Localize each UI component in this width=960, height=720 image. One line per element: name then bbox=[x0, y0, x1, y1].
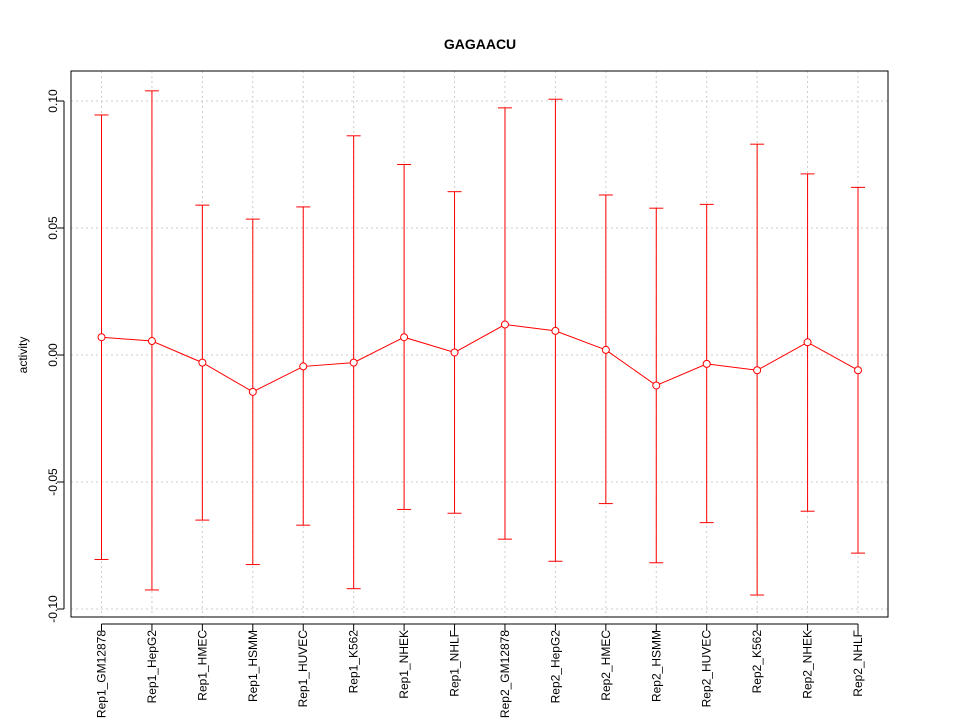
data-point bbox=[349, 358, 358, 367]
x-tick-label: Rep1_NHEK bbox=[397, 630, 411, 699]
x-tick-label: Rep2_NHLF bbox=[851, 630, 865, 697]
x-tick-label: Rep1_HUVEC bbox=[296, 630, 310, 708]
x-tick-label: Rep2_HUVEC bbox=[700, 630, 714, 708]
series-line bbox=[101, 324, 859, 393]
data-point bbox=[803, 338, 812, 347]
x-tick-label: Rep1_K562 bbox=[347, 630, 361, 694]
data-point bbox=[500, 320, 509, 329]
data-point bbox=[400, 333, 409, 342]
chart-title: GAGAACU bbox=[444, 36, 516, 52]
data-point bbox=[753, 366, 762, 375]
data-point bbox=[854, 366, 862, 375]
data-point bbox=[299, 362, 308, 371]
series bbox=[97, 320, 862, 396]
y-axis-label: activity bbox=[16, 337, 30, 374]
x-tick-label: Rep2_HepG2 bbox=[548, 630, 562, 704]
axes: -0.10 -0.05 0.00 0.05 0.10 Rep1_GM12878 Rep1_H… bbox=[46, 89, 865, 718]
x-tick-label: Rep2_HMEC bbox=[599, 630, 613, 701]
data-point bbox=[198, 358, 207, 367]
grid bbox=[71, 71, 888, 617]
data-point bbox=[450, 348, 459, 357]
x-tick-label: Rep2_K562 bbox=[750, 630, 764, 694]
x-tick-label: Rep2_HSMM bbox=[649, 630, 663, 702]
plot-frame bbox=[70, 70, 889, 618]
data-point bbox=[601, 345, 610, 354]
data-point bbox=[248, 387, 257, 396]
x-tick-label: Rep1_HSMM bbox=[246, 630, 260, 702]
y-tick-label: 0.10 bbox=[46, 89, 60, 113]
data-point bbox=[97, 333, 106, 342]
x-tick-label: Rep1_HepG2 bbox=[145, 630, 159, 704]
y-tick-label: 0.05 bbox=[46, 216, 60, 240]
x-tick-label: Rep1_HMEC bbox=[195, 630, 209, 701]
x-tick-label: Rep1_NHLF bbox=[448, 630, 462, 697]
y-tick-label: 0.00 bbox=[46, 343, 60, 367]
x-tick-label: Rep1_GM12878 bbox=[95, 630, 109, 718]
data-point bbox=[551, 326, 560, 335]
y-tick-label: -0.05 bbox=[46, 468, 60, 496]
y-tick-label: -0.10 bbox=[46, 595, 60, 623]
x-tick-label: Rep2_NHEK bbox=[801, 630, 815, 699]
error-bars bbox=[94, 90, 865, 596]
x-tick-label: Rep2_GM12878 bbox=[498, 630, 512, 718]
data-point bbox=[652, 381, 661, 390]
data-point bbox=[147, 337, 156, 346]
data-point bbox=[702, 359, 711, 368]
